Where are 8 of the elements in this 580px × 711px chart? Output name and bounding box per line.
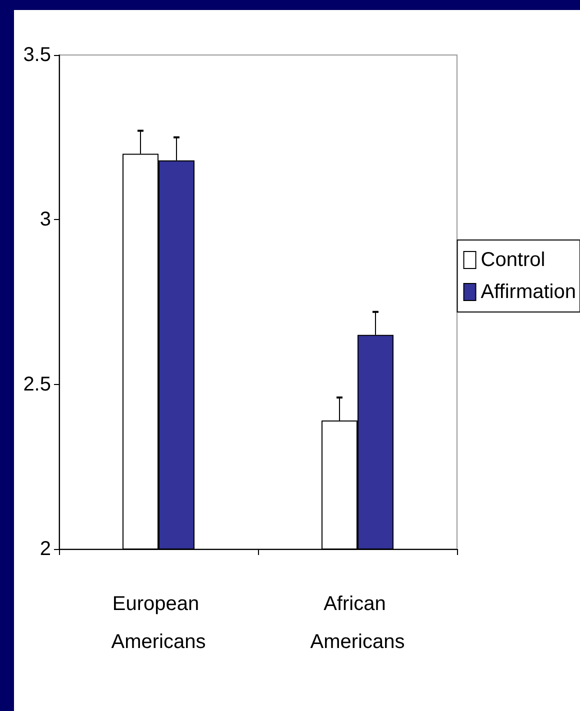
y-tick-label: 3 [40, 208, 51, 231]
x-tick-label: African Americans [310, 593, 405, 653]
y-tick-label: 2.5 [23, 373, 51, 396]
y-tick-label: 3.5 [23, 44, 51, 66]
y-tick-label: 2 [40, 538, 51, 560]
legend-label: Control [480, 249, 546, 271]
x-tick-label: European Americans [111, 593, 206, 653]
legend-label: Affirmation [480, 281, 576, 303]
